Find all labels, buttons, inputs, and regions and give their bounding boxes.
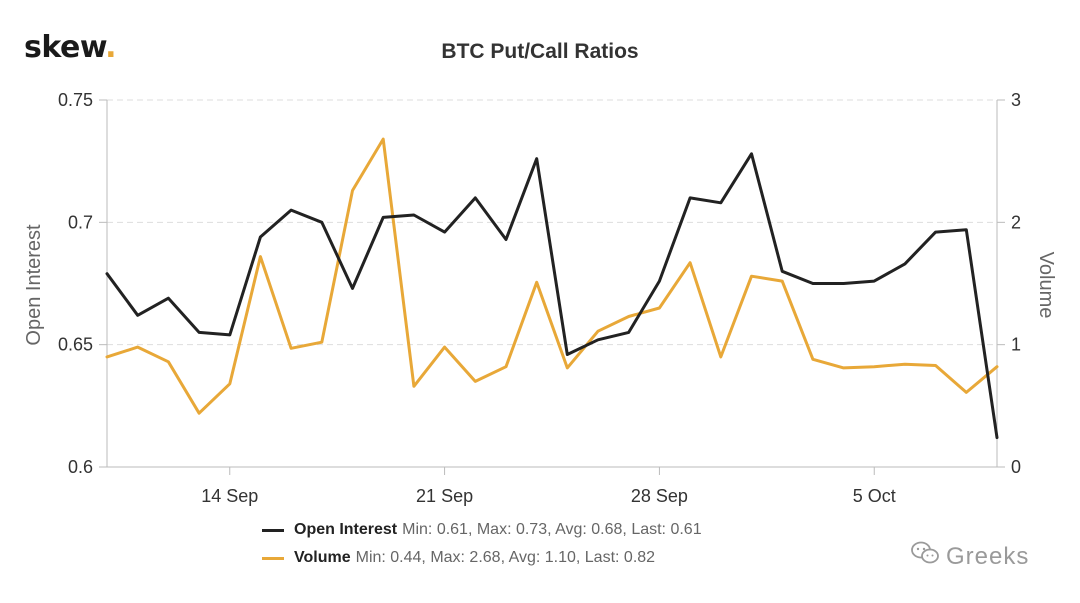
legend-stats: Min: 0.61, Max: 0.73, Avg: 0.68, Last: 0… [402,521,702,538]
y-tick-label-left: 0.6 [68,457,93,477]
legend-stats: Min: 0.44, Max: 2.68, Avg: 1.10, Last: 0… [355,549,656,566]
y-tick-label-left: 0.7 [68,212,93,232]
chat-bubbles-icon [910,540,940,573]
series-line-open-interest [105,152,999,440]
y-tick-label-right: 2 [1011,212,1021,232]
x-ticks: 14 Sep 21 Sep 28 Sep 5 Oct [201,467,896,506]
y-tick-label-left: 0.65 [58,335,93,355]
legend-item-volume[interactable]: Volume Min: 0.44, Max: 2.68, Avg: 1.10, … [262,544,702,572]
watermark: Greeks [910,540,1029,573]
y-tick-label-right: 0 [1011,457,1021,477]
legend-name: Volume [294,549,351,566]
legend-swatch-open-interest [262,528,284,532]
legend-name: Open Interest [294,521,398,538]
x-tick-label: 28 Sep [631,486,688,506]
x-tick-label: 5 Oct [853,486,896,506]
y-ticks-right: 0 1 2 3 [997,90,1021,477]
skew-logo: skew. [24,30,117,65]
series-line-volume [105,137,999,415]
y-tick-label-left: 0.75 [58,90,93,110]
legend: Open Interest Min: 0.61, Max: 0.73, Avg:… [262,516,702,572]
y-axis-title-left: Open Interest [23,224,45,346]
axes [106,100,998,468]
legend-swatch-volume [262,556,284,560]
x-tick-label: 21 Sep [416,486,473,506]
watermark-text: Greeks [946,542,1030,570]
legend-item-open-interest[interactable]: Open Interest Min: 0.61, Max: 0.73, Avg:… [262,516,702,544]
brand-dot: . [105,30,117,65]
y-tick-label-right: 3 [1011,90,1021,110]
y-tick-label-right: 1 [1011,335,1021,355]
brand-name: skew [24,30,106,65]
series-lines [105,137,999,440]
grid-lines [107,99,997,346]
x-tick-label: 14 Sep [201,486,258,506]
y-ticks-left: 0.6 0.65 0.7 0.75 [58,90,107,477]
y-axis-title-right: Volume [1035,252,1057,319]
chart-title: BTC Put/Call Ratios [441,40,639,63]
